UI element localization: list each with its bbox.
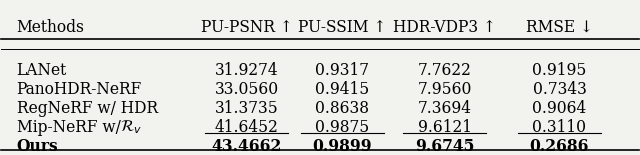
Text: 0.7343: 0.7343 xyxy=(532,81,586,98)
Text: 0.9064: 0.9064 xyxy=(532,100,587,117)
Text: 9.6121: 9.6121 xyxy=(417,119,472,136)
Text: 0.9195: 0.9195 xyxy=(532,62,587,80)
Text: 31.3735: 31.3735 xyxy=(214,100,278,117)
Text: 41.6452: 41.6452 xyxy=(214,119,278,136)
Text: Ours: Ours xyxy=(17,137,58,155)
Text: 9.6745: 9.6745 xyxy=(415,137,474,155)
Text: 0.8638: 0.8638 xyxy=(316,100,369,117)
Text: 43.4662: 43.4662 xyxy=(211,137,282,155)
Text: 31.9274: 31.9274 xyxy=(215,62,278,80)
Text: 0.9899: 0.9899 xyxy=(312,137,372,155)
Text: 0.2686: 0.2686 xyxy=(530,137,589,155)
Text: 0.9875: 0.9875 xyxy=(316,119,369,136)
Text: 0.3110: 0.3110 xyxy=(532,119,586,136)
Text: Mip-NeRF w/: Mip-NeRF w/ xyxy=(17,119,125,136)
Text: 7.9560: 7.9560 xyxy=(417,81,472,98)
Text: 0.9415: 0.9415 xyxy=(316,81,369,98)
Text: 7.3694: 7.3694 xyxy=(417,100,472,117)
Text: HDR-VDP3 ↑: HDR-VDP3 ↑ xyxy=(393,19,496,36)
Text: 33.0560: 33.0560 xyxy=(214,81,278,98)
Text: 0.9317: 0.9317 xyxy=(316,62,369,80)
Text: RMSE ↓: RMSE ↓ xyxy=(526,19,593,36)
Text: Methods: Methods xyxy=(17,19,84,36)
Text: PU-PSNR ↑: PU-PSNR ↑ xyxy=(200,19,292,36)
Text: 7.7622: 7.7622 xyxy=(417,62,472,80)
Text: RegNeRF w/ HDR: RegNeRF w/ HDR xyxy=(17,100,158,117)
Text: $\mathcal{R}_v$: $\mathcal{R}_v$ xyxy=(120,119,142,136)
Text: LANet: LANet xyxy=(17,62,67,80)
Text: PU-SSIM ↑: PU-SSIM ↑ xyxy=(298,19,387,36)
Text: PanoHDR-NeRF: PanoHDR-NeRF xyxy=(17,81,142,98)
